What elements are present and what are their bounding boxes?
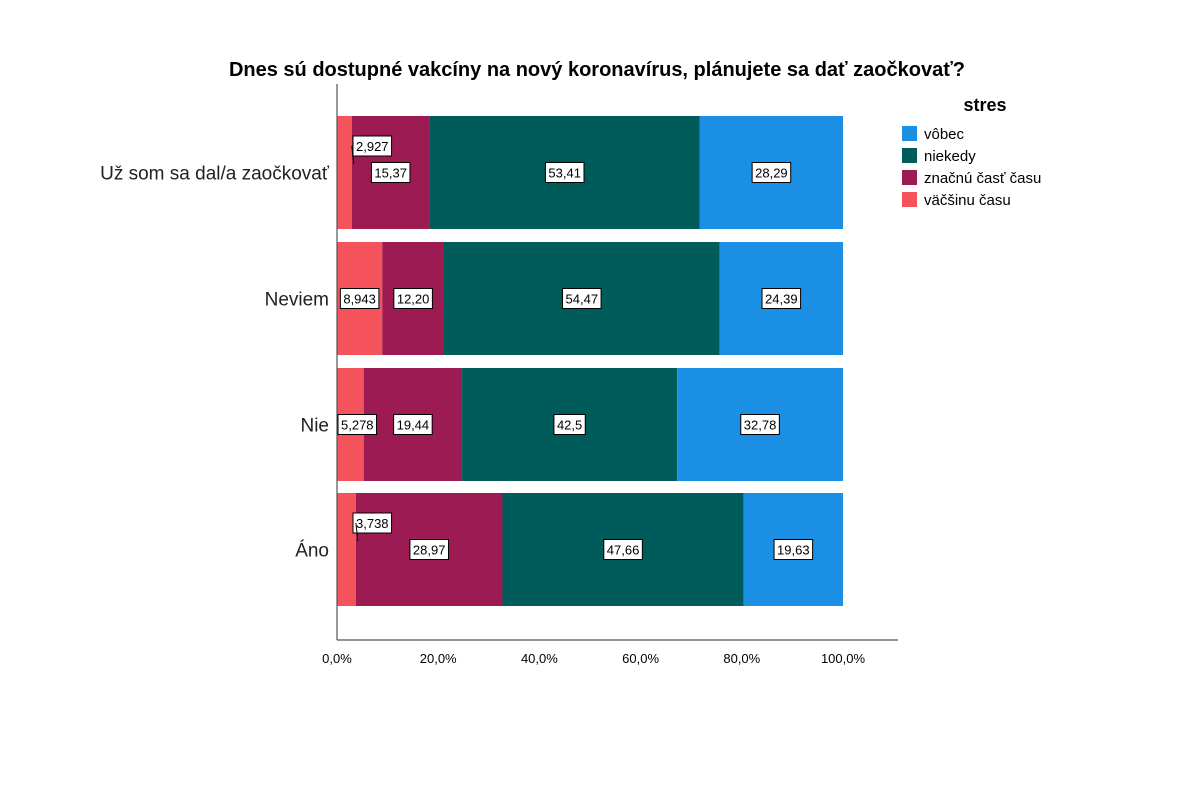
legend-label: značnú časť času — [924, 170, 1041, 187]
data-label: 3,738 — [352, 512, 393, 542]
data-label-box — [352, 135, 393, 157]
legend-label: niekedy — [924, 148, 976, 165]
data-label-text: 12,20 — [397, 292, 430, 307]
data-label-box — [553, 414, 586, 435]
legend-swatch — [902, 148, 917, 163]
data-label: 47,66 — [603, 539, 643, 560]
data-label-text: 19,44 — [397, 418, 430, 433]
data-label: 19,44 — [393, 414, 433, 435]
legend-label: vôbec — [924, 126, 965, 143]
legend-title: stres — [963, 95, 1006, 115]
data-label: 15,37 — [370, 162, 411, 183]
data-label-text: 24,39 — [765, 292, 798, 307]
data-label-box — [761, 288, 802, 309]
chart-title: Dnes sú dostupné vakcíny na nový koronav… — [229, 59, 965, 81]
data-label-box — [393, 288, 433, 309]
x-tick-label: 60,0% — [622, 651, 659, 666]
data-label: 42,5 — [553, 414, 586, 435]
data-label: 24,39 — [761, 288, 802, 309]
x-tick-label: 40,0% — [521, 651, 558, 666]
data-label-box — [562, 288, 602, 309]
bar-segment — [337, 116, 352, 229]
data-label-text: 5,278 — [341, 418, 374, 433]
data-label: 8,943 — [339, 288, 380, 309]
legend-item: vôbec — [902, 126, 965, 143]
data-label-box — [740, 414, 780, 435]
legend-item: niekedy — [902, 148, 976, 165]
data-label: 19,63 — [773, 539, 814, 560]
category-label: Nie — [300, 416, 329, 437]
data-label-text: 15,37 — [374, 166, 407, 181]
data-label: 5,278 — [337, 414, 378, 435]
data-label-box — [544, 162, 585, 183]
data-label: 54,47 — [562, 288, 602, 309]
bars-group — [337, 116, 844, 606]
data-label-text: 2,927 — [356, 139, 389, 154]
bar-segment — [337, 493, 356, 606]
data-label-leader — [355, 522, 359, 542]
data-label-text: 28,97 — [413, 543, 446, 558]
data-label-text: 54,47 — [566, 292, 599, 307]
axes — [336, 84, 898, 641]
x-axis-ticks: 0,0% 20,0% 40,0% 60,0% 80,0% 100,0% — [322, 651, 865, 666]
legend-swatch — [902, 170, 917, 185]
category-label: Áno — [295, 541, 329, 562]
category-labels: Už som sa dal/a zaočkovať Neviem Nie Áno — [100, 164, 330, 562]
data-label-box — [393, 414, 433, 435]
data-label-text: 19,63 — [777, 543, 810, 558]
legend-item: väčšinu času — [902, 192, 1011, 209]
data-label-box — [751, 162, 792, 183]
category-label: Neviem — [265, 290, 329, 311]
x-tick-label: 20,0% — [420, 651, 457, 666]
x-tick-label: 0,0% — [322, 651, 352, 666]
category-label: Už som sa dal/a zaočkovať — [100, 164, 330, 185]
data-labels: 2,927 15,37 53,41 28,29 8,943 12,20 54,47 24,39… — [337, 135, 814, 560]
legend-swatch — [902, 126, 917, 141]
data-label-box — [370, 162, 411, 183]
data-label-text: 3,738 — [356, 516, 389, 531]
x-tick-label: 80,0% — [723, 651, 760, 666]
data-label: 12,20 — [393, 288, 433, 309]
data-label-box — [339, 288, 380, 309]
data-label-text: 8,943 — [343, 292, 376, 307]
data-label-text: 28,29 — [755, 166, 788, 181]
legend: stres vôbec niekedy značnú časť času väčšin… — [902, 95, 1041, 209]
data-label-box — [337, 414, 378, 435]
data-label-text: 32,78 — [744, 418, 777, 433]
data-label: 28,29 — [751, 162, 792, 183]
data-label: 53,41 — [544, 162, 585, 183]
data-label-box — [352, 512, 393, 534]
legend-swatch — [902, 192, 917, 207]
data-label: 28,97 — [409, 539, 449, 560]
data-label: 32,78 — [740, 414, 780, 435]
data-label-leader — [351, 145, 355, 165]
data-label-text: 53,41 — [548, 166, 581, 181]
legend-item: značnú časť času — [902, 170, 1041, 187]
data-label: 2,927 — [351, 135, 393, 165]
data-label-box — [603, 539, 643, 560]
data-label-text: 47,66 — [607, 543, 640, 558]
legend-label: väčšinu času — [924, 192, 1011, 209]
data-label-box — [773, 539, 814, 560]
data-label-box — [409, 539, 449, 560]
data-label-text: 42,5 — [557, 418, 582, 433]
x-tick-label: 100,0% — [821, 651, 866, 666]
